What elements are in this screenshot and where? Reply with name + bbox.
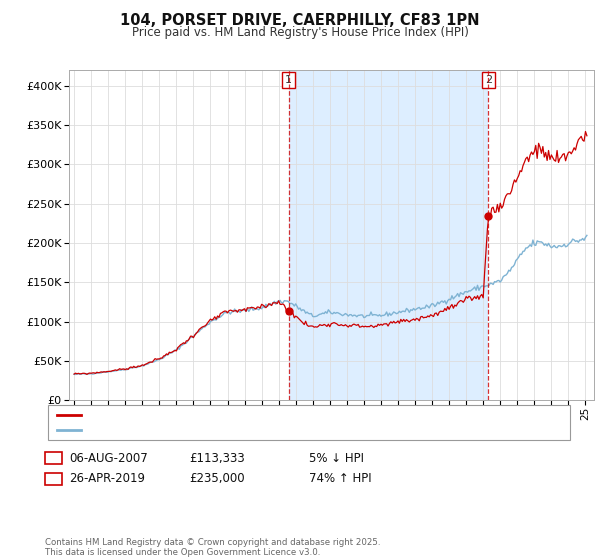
Text: £113,333: £113,333 (189, 451, 245, 465)
Text: 26-APR-2019: 26-APR-2019 (69, 472, 145, 486)
Text: 1: 1 (50, 451, 57, 465)
Bar (289, 70, 488, 400)
Text: 5% ↓ HPI: 5% ↓ HPI (309, 451, 364, 465)
Text: 06-AUG-2007: 06-AUG-2007 (69, 451, 148, 465)
Text: 2: 2 (50, 472, 57, 486)
Text: 104, PORSET DRIVE, CAERPHILLY, CF83 1PN: 104, PORSET DRIVE, CAERPHILLY, CF83 1PN (120, 13, 480, 28)
Text: 74% ↑ HPI: 74% ↑ HPI (309, 472, 371, 486)
Text: 1: 1 (285, 75, 292, 85)
Text: Price paid vs. HM Land Registry's House Price Index (HPI): Price paid vs. HM Land Registry's House … (131, 26, 469, 39)
Text: HPI: Average price, semi-detached house, Caerphilly: HPI: Average price, semi-detached house,… (86, 425, 348, 435)
Text: 2: 2 (485, 75, 492, 85)
Text: £235,000: £235,000 (189, 472, 245, 486)
Text: 104, PORSET DRIVE, CAERPHILLY, CF83 1PN (semi-detached house): 104, PORSET DRIVE, CAERPHILLY, CF83 1PN … (86, 409, 422, 419)
Text: Contains HM Land Registry data © Crown copyright and database right 2025.
This d: Contains HM Land Registry data © Crown c… (45, 538, 380, 557)
